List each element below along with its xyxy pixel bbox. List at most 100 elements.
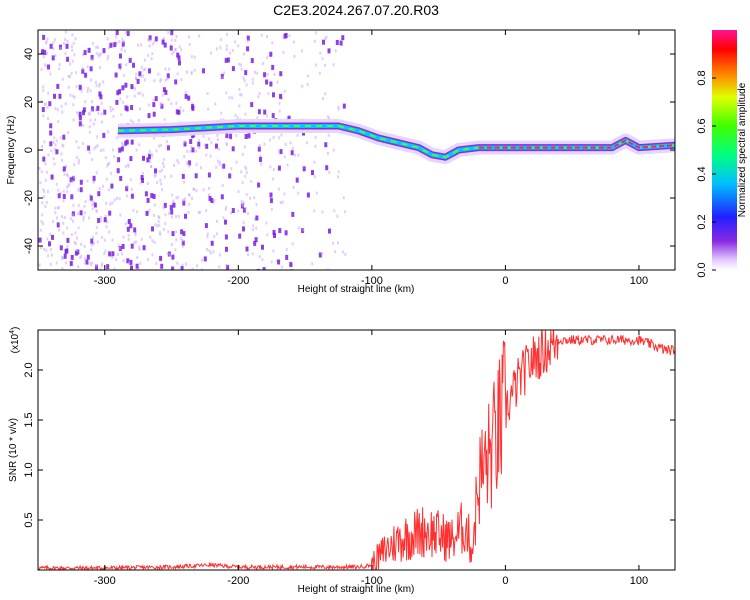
noise-speck [203,143,206,147]
noise-speck [206,92,209,95]
noise-speck [188,160,191,166]
noise-speck [87,47,91,53]
noise-speck [238,62,241,66]
noise-speck [285,254,289,260]
noise-speck [119,67,122,71]
noise-speck [198,146,201,149]
noise-speck [43,247,46,251]
noise-speck [173,163,176,167]
noise-speck [200,268,203,270]
colorbar-label: Normalized spectral amplitude [737,82,748,217]
noise-speck [153,136,155,140]
spectrogram-x-ticks: -300 -200 -100 0 100 [94,30,648,287]
noise-speck [214,102,217,106]
noise-speck [118,89,122,95]
noise-speck [100,264,103,268]
noise-speck [125,139,129,145]
noise-speck [225,48,228,51]
noise-speck [134,231,137,235]
noise-speck [107,188,110,192]
noise-speck [325,35,328,39]
noise-speck [71,179,74,183]
noise-speck [242,207,246,213]
noise-speck [269,165,272,169]
noise-speck [218,253,221,257]
noise-speck [56,206,59,210]
noise-speck [154,36,158,42]
noise-speck [103,252,106,256]
noise-speck [246,212,249,215]
noise-speck [234,40,237,44]
noise-speck [73,95,76,99]
noise-speck [108,230,111,234]
noise-speck [167,230,170,234]
noise-speck [73,53,76,57]
noise-speck [97,45,99,49]
noise-speck [251,228,254,232]
noise-speck [103,217,107,223]
noise-speck [182,200,186,206]
noise-speck [60,152,63,156]
noise-speck [171,266,175,270]
noise-speck [265,79,269,85]
noise-speck [99,52,102,56]
noise-speck [205,143,209,149]
noise-speck [269,51,273,57]
noise-speck [73,163,76,167]
noise-speck [163,118,166,122]
snr-x-label: Height of straight line (km) [298,584,415,595]
noise-speck [122,235,125,239]
noise-speck [45,64,48,68]
noise-speck [266,114,269,118]
noise-speck [156,181,159,185]
noise-speck [122,100,125,104]
noise-speck [45,248,48,252]
noise-speck [314,31,317,35]
noise-speck [96,105,100,111]
noise-speck [47,153,50,157]
noise-speck [322,39,325,45]
noise-speck [243,145,246,149]
noise-speck [195,149,198,153]
noise-speck [191,102,194,106]
noise-speck [272,136,275,140]
noise-speck [255,226,258,230]
noise-speck [220,38,222,41]
noise-speck [272,249,275,253]
noise-speck [174,48,177,51]
noise-speck [112,114,115,118]
noise-speck [70,194,74,200]
noise-speck [78,111,82,117]
noise-speck [273,72,276,76]
noise-speck [69,217,72,221]
noise-speck [66,237,70,243]
noise-speck [279,149,283,155]
noise-speck [91,157,94,161]
noise-speck [43,50,47,56]
noise-speck [255,215,259,221]
noise-speck [77,146,80,149]
noise-speck [158,144,160,148]
noise-speck [336,214,339,218]
noise-speck [164,175,166,179]
noise-speck [139,91,142,95]
noise-speck [80,89,83,93]
noise-speck [259,144,261,148]
y-tick-label: -20 [23,190,35,206]
noise-speck [297,226,300,230]
noise-speck [170,209,174,215]
noise-speck [42,34,46,40]
noise-speck [321,252,324,256]
noise-speck [47,116,50,120]
noise-speck [71,176,75,182]
noise-speck [107,162,109,166]
noise-speck [63,216,66,219]
spectrogram-y-ticks: -40 -20 0 20 40 [23,48,675,254]
noise-speck [51,234,54,240]
noise-speck [61,77,64,81]
noise-speck [289,141,292,145]
noise-speck [152,194,156,199]
noise-speck [95,52,98,56]
noise-speck [65,164,68,168]
noise-speck [95,264,98,270]
